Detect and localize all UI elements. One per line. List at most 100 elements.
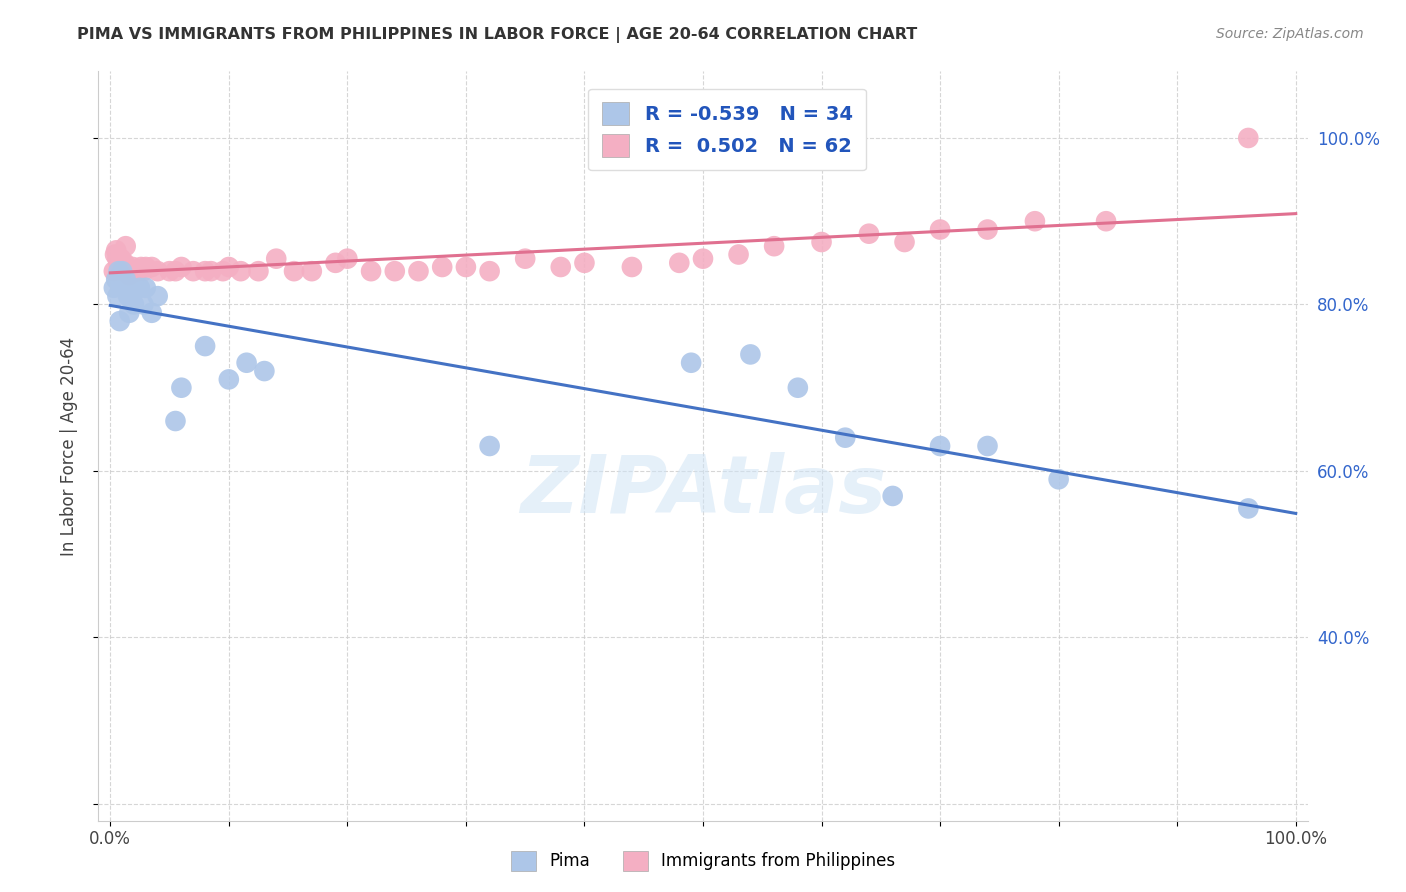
Point [114, 256, 136, 270]
Point [122, 297, 145, 311]
Legend: Pima, Immigrants from Philippines: Pima, Immigrants from Philippines [502, 842, 904, 880]
Point [432, 260, 454, 274]
Point [360, 264, 382, 278]
Y-axis label: In Labor Force | Age 20-64: In Labor Force | Age 20-64 [59, 336, 77, 556]
Point [135, 281, 157, 295]
Point [121, 260, 143, 274]
Point [112, 264, 135, 278]
Point [141, 306, 163, 320]
Point [283, 264, 305, 278]
Point [478, 264, 501, 278]
Point [110, 268, 132, 283]
Point [454, 260, 477, 274]
Point [114, 272, 136, 286]
Point [141, 260, 163, 274]
Point [212, 264, 235, 278]
Point [478, 439, 501, 453]
Point [200, 264, 222, 278]
Point [740, 347, 762, 361]
Point [122, 264, 145, 278]
Point [1095, 214, 1118, 228]
Point [727, 247, 749, 261]
Point [135, 260, 157, 274]
Point [786, 381, 808, 395]
Point [107, 256, 129, 270]
Point [574, 256, 596, 270]
Point [170, 260, 193, 274]
Point [165, 264, 187, 278]
Point [115, 264, 138, 278]
Point [146, 264, 169, 278]
Point [108, 260, 131, 274]
Point [104, 247, 127, 261]
Point [235, 356, 257, 370]
Point [858, 227, 880, 241]
Point [1237, 501, 1260, 516]
Point [681, 356, 703, 370]
Point [121, 264, 143, 278]
Point [620, 260, 643, 274]
Point [108, 314, 131, 328]
Point [107, 264, 129, 278]
Point [146, 289, 169, 303]
Point [117, 289, 139, 303]
Point [810, 235, 832, 249]
Point [1047, 472, 1070, 486]
Point [194, 264, 217, 278]
Point [976, 439, 998, 453]
Point [692, 252, 714, 266]
Point [128, 264, 150, 278]
Point [111, 256, 134, 270]
Point [929, 222, 952, 236]
Point [125, 264, 148, 278]
Point [105, 289, 128, 303]
Point [194, 339, 217, 353]
Point [120, 264, 142, 278]
Point [121, 281, 143, 295]
Point [132, 297, 155, 311]
Point [668, 256, 690, 270]
Point [117, 264, 139, 278]
Point [893, 235, 915, 249]
Point [550, 260, 572, 274]
Point [165, 414, 187, 428]
Point [325, 256, 347, 270]
Point [229, 264, 252, 278]
Point [301, 264, 323, 278]
Point [384, 264, 406, 278]
Point [763, 239, 786, 253]
Text: ZIPAtlas: ZIPAtlas [520, 452, 886, 530]
Point [118, 268, 141, 283]
Point [515, 252, 537, 266]
Point [129, 260, 152, 274]
Text: PIMA VS IMMIGRANTS FROM PHILIPPINES IN LABOR FORCE | AGE 20-64 CORRELATION CHART: PIMA VS IMMIGRANTS FROM PHILIPPINES IN L… [77, 27, 918, 43]
Point [105, 272, 128, 286]
Point [882, 489, 904, 503]
Point [118, 306, 141, 320]
Point [218, 260, 240, 274]
Point [408, 264, 430, 278]
Point [247, 264, 270, 278]
Point [976, 222, 998, 236]
Point [110, 252, 132, 266]
Point [129, 281, 152, 295]
Point [181, 264, 204, 278]
Point [112, 281, 135, 295]
Point [1237, 131, 1260, 145]
Point [159, 264, 181, 278]
Point [834, 431, 856, 445]
Point [170, 381, 193, 395]
Point [105, 244, 128, 258]
Point [218, 372, 240, 386]
Legend: R = -0.539   N = 34, R =  0.502   N = 62: R = -0.539 N = 34, R = 0.502 N = 62 [588, 88, 866, 170]
Point [132, 264, 155, 278]
Point [929, 439, 952, 453]
Point [114, 239, 136, 253]
Point [264, 252, 287, 266]
Point [336, 252, 359, 266]
Point [103, 281, 125, 295]
Point [1024, 214, 1046, 228]
Point [111, 264, 134, 278]
Text: Source: ZipAtlas.com: Source: ZipAtlas.com [1216, 27, 1364, 41]
Point [105, 252, 128, 266]
